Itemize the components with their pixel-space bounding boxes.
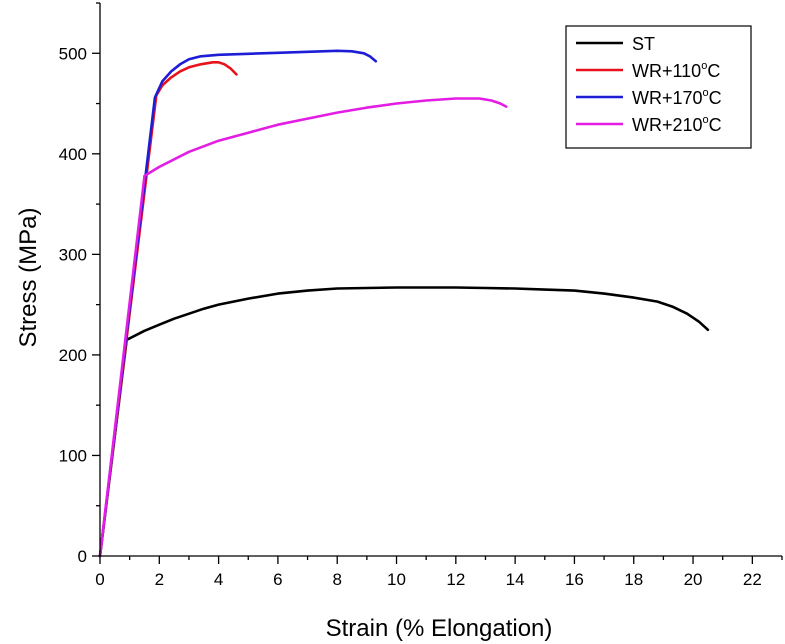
y-axis-title: Stress (MPa) (15, 207, 42, 347)
legend-box (565, 25, 752, 149)
series-layer (98, 49, 710, 558)
legend-label-2: WR+170oC (632, 87, 722, 108)
series-line-1 (98, 60, 238, 558)
y-tick-label: 400 (59, 145, 87, 164)
legend-label-1: WR+110oC (632, 60, 720, 81)
x-tick-label: 16 (565, 570, 584, 589)
y-tick-label: 500 (59, 44, 87, 63)
y-tick-label: 0 (78, 547, 87, 566)
x-axis-title: Strain (% Elongation) (326, 615, 553, 642)
y-tick-label: 100 (59, 446, 87, 465)
x-tick-label: 8 (332, 570, 341, 589)
x-tick-label: 0 (95, 570, 104, 589)
x-tick-label: 12 (446, 570, 465, 589)
y-tick-label: 200 (59, 346, 87, 365)
x-tick-label: 20 (684, 570, 703, 589)
x-tick-label: 22 (743, 570, 762, 589)
x-tick-label: 2 (155, 570, 164, 589)
x-tick-label: 6 (273, 570, 282, 589)
series-line-3 (98, 97, 508, 558)
series-line-2 (98, 49, 378, 558)
x-tick-label: 4 (214, 570, 223, 589)
y-tick-label: 300 (59, 245, 87, 264)
x-tick-label: 18 (624, 570, 643, 589)
x-tick-label: 14 (506, 570, 525, 589)
legend-label-3: WR+210oC (632, 114, 722, 135)
series-line-0 (98, 286, 710, 558)
x-tick-label: 10 (387, 570, 406, 589)
legend: ST WR+110oC WR+170oC WR+210oC (565, 25, 752, 149)
axes-layer: 0 2 4 6 8 10 12 14 16 18 20 22 0 100 200 300 400 500 (59, 2, 783, 589)
legend-label-0: ST (632, 34, 655, 54)
